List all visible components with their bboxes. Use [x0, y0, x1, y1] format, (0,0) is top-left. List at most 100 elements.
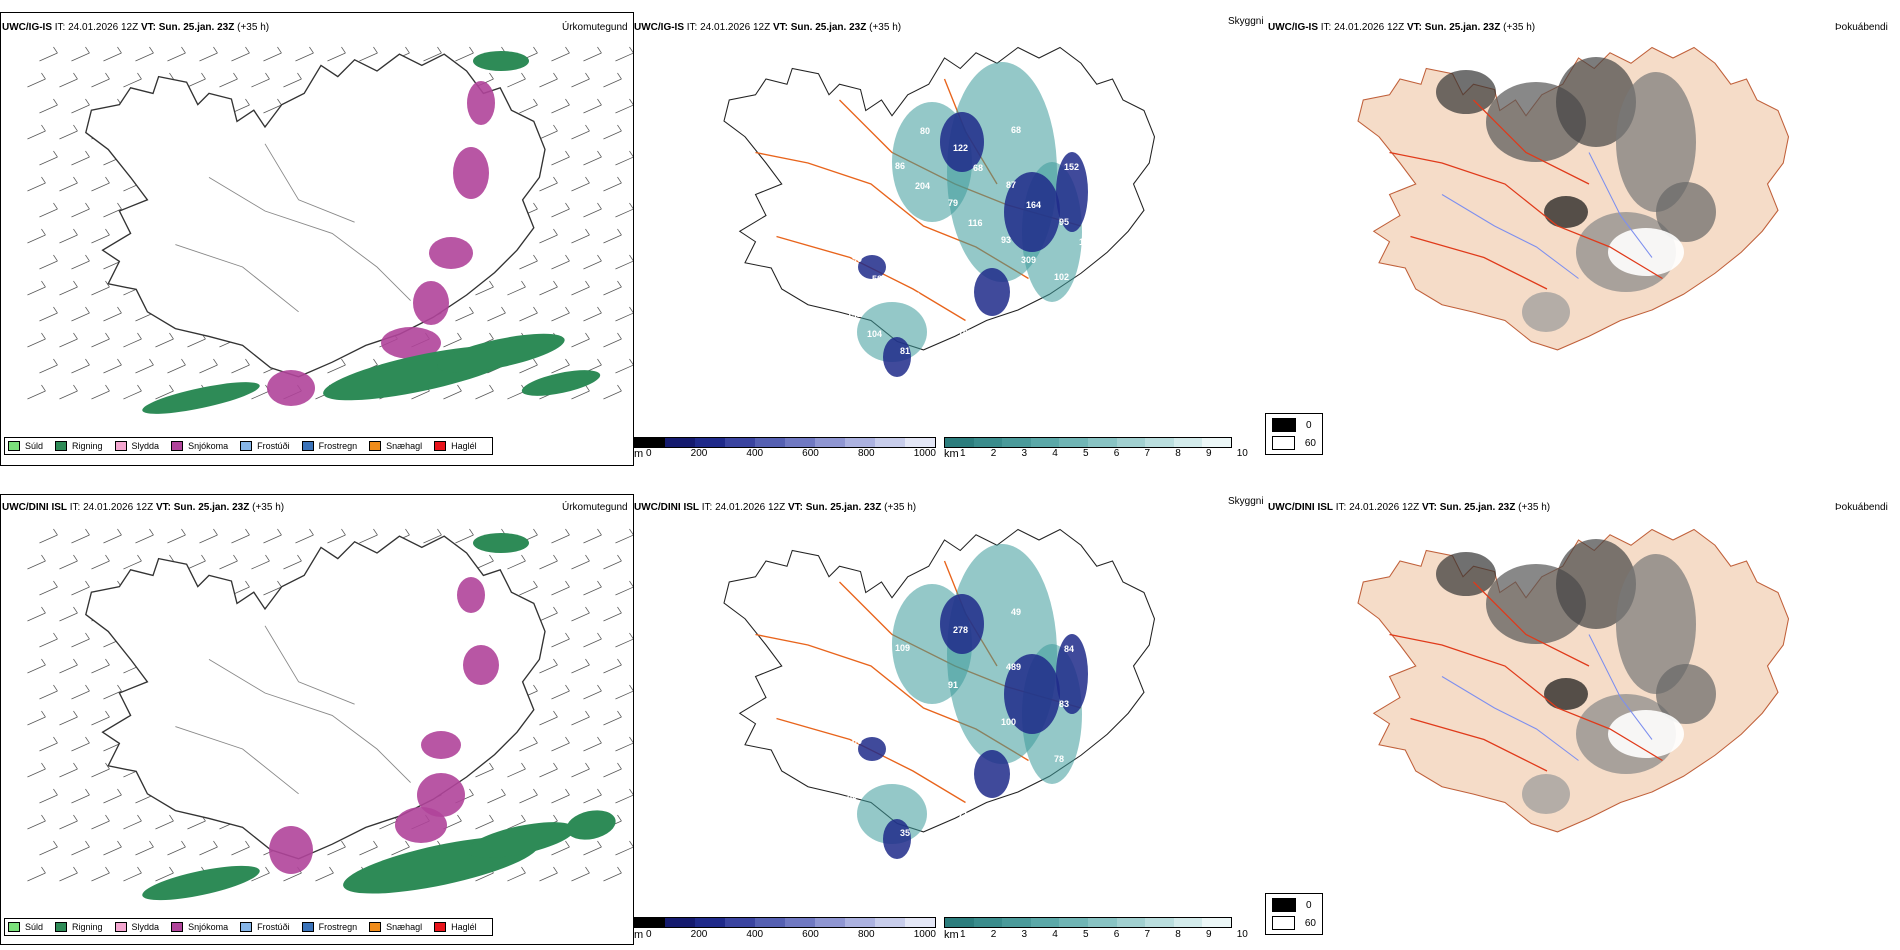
colorbar-tick: 8: [1175, 929, 1181, 940]
precip-legend-item: Rigning: [55, 922, 103, 932]
rain-area: [142, 865, 260, 901]
rain-area: [566, 810, 616, 840]
cloudbase-area: [1056, 634, 1088, 714]
colorbar-tick: 0: [646, 448, 652, 459]
cloudbase-label: 101: [857, 681, 872, 691]
fog-area: [1616, 72, 1696, 212]
precip-legend-item: Súld: [8, 922, 43, 932]
cloud-panel-1: 76 86 79 93 102 142 81 122 87 95 90 136 105 68 152 129 1…: [632, 12, 1264, 452]
legend-label: Slydda: [131, 441, 160, 451]
cloudbase-label: 309: [1021, 255, 1036, 265]
fog-legend-label: 0: [1306, 419, 1312, 431]
cloudbase-label: 136: [905, 291, 920, 301]
legend-swatch: [8, 441, 20, 451]
fog-legend-row: 0: [1272, 418, 1316, 432]
rain-area: [473, 533, 529, 553]
legend-label: Snæhagl: [386, 441, 423, 451]
visibility-colorbar-1: [944, 437, 1232, 448]
legend-swatch: [171, 441, 184, 451]
colorbar-tick: 9: [1206, 448, 1212, 459]
cloud-title-1: Skyggni: [1228, 16, 1264, 27]
colorbar-segment: [1002, 918, 1031, 927]
fog-clear-area: [1608, 228, 1684, 276]
colorbar-segment: [1173, 438, 1203, 447]
colorbar-segment: [945, 438, 974, 447]
colorbar-tick: 5: [1083, 448, 1089, 459]
fog-clear-area: [1608, 710, 1684, 758]
legend-swatch: [434, 441, 447, 451]
snow-area: [267, 370, 315, 406]
precip-title-1: Úrkomutegund: [562, 22, 628, 33]
cloudbase-label: 68: [1011, 125, 1021, 135]
cloudbase-label: 104: [867, 329, 882, 339]
precip-legend-item: Snjókoma: [171, 441, 228, 451]
cloudbase-label: 152: [1064, 162, 1079, 172]
legend-swatch: [114, 441, 127, 451]
cloudbase-area: [974, 268, 1010, 316]
snow-area: [453, 147, 489, 199]
legend-swatch: [55, 922, 68, 932]
colorbar-segment: [815, 918, 845, 927]
colorbar-tick: 7: [1144, 929, 1151, 940]
legend-swatch: [114, 922, 127, 932]
colorbar-segment: [1059, 438, 1088, 447]
cloudbase-area: [883, 819, 911, 859]
legend-label: Haglél: [451, 441, 477, 451]
cloudbase-label: 118: [1069, 347, 1084, 357]
cloudbase-area: [858, 737, 886, 761]
precip-legend-item: Frostregn: [301, 922, 357, 932]
cloudbase-ticks-1: 0 200 400 600 800 1000: [646, 448, 936, 459]
fog-area: [1522, 292, 1570, 332]
fog-area: [1436, 552, 1496, 596]
snow-area: [463, 645, 499, 685]
fog-area: [1436, 70, 1496, 114]
cloudbase-label: 68: [973, 163, 983, 173]
cloudbase-label: 86: [895, 161, 905, 171]
legend-swatch: [369, 441, 382, 451]
colorbar-segment: [785, 918, 815, 927]
colorbar-segment: [695, 438, 725, 447]
fog-panel-2: [1266, 494, 1900, 934]
colorbar-segment: [725, 438, 755, 447]
cloudbase-label: 116: [968, 218, 983, 228]
colorbar-segment: [1087, 438, 1117, 447]
fog-legend-label: 60: [1304, 917, 1316, 929]
fog-area: [1656, 664, 1716, 724]
cloudbase-label: 87: [1006, 180, 1016, 190]
legend-label: Snjókoma: [188, 441, 229, 451]
colorbar-tick: 200: [690, 448, 708, 459]
colorbar-tick: 4: [1052, 929, 1058, 940]
cloudbase-label: 84: [1064, 644, 1074, 654]
colorbar-segment: [1173, 918, 1203, 927]
cloudbase-label: 81: [963, 273, 973, 283]
colorbar-tick: 800: [857, 929, 875, 940]
colorbar-segment: [815, 438, 845, 447]
cloudbase-area: [974, 750, 1010, 798]
cloudbase-label: 122: [953, 143, 968, 153]
cloudbase-area: [1004, 172, 1060, 252]
fog-legend-2: 0 60: [1265, 893, 1323, 935]
fog-legend-label: 60: [1304, 437, 1316, 449]
snow-area: [467, 81, 495, 125]
colorbar-segment: [1145, 918, 1174, 927]
fog-area: [1616, 554, 1696, 694]
cloudbase-label: 86: [847, 791, 857, 801]
legend-swatch: [301, 441, 314, 451]
cloudbase-label: 278: [953, 625, 968, 635]
rivers: [1441, 152, 1653, 279]
cloudbase-label: 105: [958, 328, 973, 338]
header-fog-2: UWC/DINI ISL IT: 24.01.2026 12Z VT: Sun.…: [1268, 502, 1551, 513]
header-precip-1: UWC/IG-IS IT: 24.01.2026 12Z VT: Sun. 25…: [2, 22, 270, 33]
colorbar-tick: 7: [1144, 448, 1151, 459]
colorbar-segment: [845, 438, 875, 447]
precip-legend-item: Slydda: [114, 441, 160, 451]
cloudbase-label: 90: [1074, 292, 1084, 302]
fog-legend-row: 60: [1272, 916, 1316, 930]
cloudbase-label: 35: [900, 828, 910, 838]
colorbar-segment: [1116, 438, 1146, 447]
rain-area: [521, 370, 601, 396]
colorbar-segment: [665, 918, 695, 927]
colorbar-tick: 600: [802, 929, 819, 940]
legend-label: Súld: [25, 441, 44, 451]
cloudbase-label: 102: [1054, 272, 1069, 282]
